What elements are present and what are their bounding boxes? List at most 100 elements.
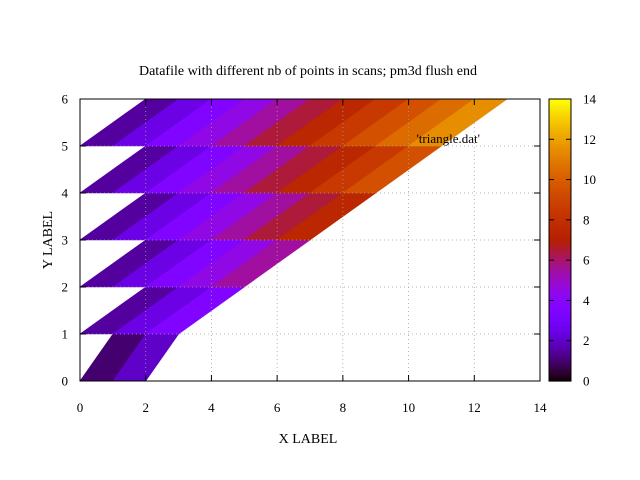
colorbar-segment [549,362,571,366]
colorbar-segment [549,254,571,257]
colorbar-segment [549,99,571,102]
colorbar-segment [549,302,571,306]
colorbar-segment [549,240,571,243]
colorbar-segment [549,306,571,310]
colorbar-segment [549,179,571,183]
colorbar-segment [549,137,571,140]
colorbar-segment [549,336,571,340]
colorbar-segment [549,370,571,374]
x-tick-label: 6 [274,400,281,415]
colorbar-segment [549,181,571,185]
colorbar-segment [549,151,571,154]
colorbar-segment [549,185,571,189]
colorbar-tick-label: 12 [583,132,596,147]
colorbar-segment [549,310,571,314]
colorbar-segment [549,272,571,275]
colorbar-segment [549,260,571,263]
colorbar-segment [549,366,571,370]
colorbar-segment [549,326,571,330]
colorbar-segment [549,322,571,326]
colorbar-tick-label: 0 [583,374,590,389]
colorbar-segment [549,125,571,128]
y-axis-ticks: 0 1 2 3 4 5 6 [62,92,540,389]
colorbar-segment [549,173,571,177]
colorbar-segment [549,135,571,138]
colorbar-tick-label: 10 [583,172,596,187]
colorbar-segment [549,298,571,302]
colorbar-segment [549,225,571,229]
colorbar-segment [549,312,571,316]
colorbar-tick-label: 2 [583,333,590,348]
colorbar-segment [549,360,571,364]
colorbar-segment [549,159,571,163]
colorbar-segment [549,101,571,104]
colorbar-segment [549,201,571,205]
colorbar-segment [549,250,571,253]
colorbar-segment [549,328,571,332]
colorbar-segment [549,149,571,152]
colorbar-segment [549,237,571,241]
colorbar-segment [549,169,571,173]
colorbar-segment [549,163,571,167]
colorbar-segment [549,193,571,197]
colorbar-segment [549,248,571,251]
colorbar-segment [549,167,571,171]
colorbar-segment [549,161,571,165]
colorbar-segment [549,264,571,267]
colorbar-segment [549,276,571,279]
colorbar-segment [549,157,571,161]
colorbar-segment [549,256,571,259]
y-tick-label: 5 [62,139,69,154]
colorbar-segment [549,290,571,293]
colorbar-tick-label: 14 [583,92,597,107]
colorbar-segment [549,145,571,148]
colorbar-segment [549,300,571,304]
colorbar-segment [549,244,571,247]
colorbar-segment [549,356,571,360]
colorbar-segment [549,233,571,237]
x-tick-label: 4 [208,400,215,415]
colorbar-segment [549,340,571,344]
colorbar-segment [549,133,571,136]
colorbar-segment [549,175,571,179]
colorbar-segment [549,197,571,201]
colorbar-segment [549,123,571,126]
colorbar-segment [549,292,571,295]
colorbar-segment [549,296,571,300]
colorbar-segment [549,342,571,346]
colorbar-segment [549,177,571,181]
colorbar-segment [549,227,571,231]
colorbar-segment [549,278,571,281]
colorbar-segment [549,354,571,358]
x-tick-label: 8 [340,400,347,415]
colorbar-segment [549,268,571,271]
x-axis-label: X LABEL [279,432,338,447]
grid-lines [80,99,540,381]
colorbar-segment [549,274,571,277]
colorbar-segment [549,368,571,372]
colorbar-segment [549,318,571,322]
x-tick-label: 14 [534,400,548,415]
colorbar-segment [549,242,571,245]
colorbar-segment [549,117,571,120]
colorbar-segment [549,314,571,318]
colorbar-segment [549,294,571,297]
colorbar-segment [549,286,571,289]
colorbar-segment [549,129,571,132]
colorbar-segment [549,270,571,273]
y-axis-label: Y LABEL [41,211,56,269]
colorbar-segment [549,199,571,203]
colorbar-segment [549,231,571,235]
colorbar-segment [549,266,571,269]
colorbar-segment [549,330,571,334]
colorbar-segment [549,113,571,116]
colorbar-segment [549,358,571,362]
colorbar-segment [549,147,571,150]
colorbar-segment [549,139,571,142]
colorbar-segment [549,258,571,261]
colorbar-border [548,98,572,382]
colorbar-segment [549,153,571,156]
colorbar-segment [549,235,571,239]
colorbar-segment [549,334,571,338]
colorbar-segment [549,127,571,130]
